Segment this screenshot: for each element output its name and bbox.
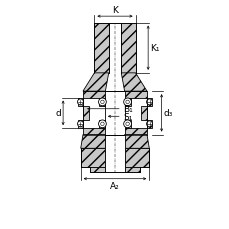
Polygon shape [146, 120, 151, 128]
Circle shape [100, 101, 104, 104]
Circle shape [125, 123, 129, 126]
Polygon shape [121, 74, 146, 92]
Polygon shape [124, 120, 131, 128]
Polygon shape [83, 129, 146, 135]
Circle shape [100, 123, 104, 126]
Text: K₁: K₁ [150, 44, 159, 53]
Polygon shape [83, 74, 108, 92]
Circle shape [98, 98, 106, 106]
Polygon shape [124, 98, 131, 106]
Polygon shape [90, 167, 105, 172]
Polygon shape [98, 120, 105, 128]
Polygon shape [124, 135, 149, 149]
Circle shape [77, 121, 83, 127]
Circle shape [123, 120, 131, 128]
Polygon shape [80, 149, 105, 167]
Polygon shape [124, 149, 149, 167]
Circle shape [125, 101, 129, 104]
Text: S₁: S₁ [123, 112, 132, 121]
Text: d₃: d₃ [163, 109, 172, 118]
Polygon shape [80, 135, 105, 149]
Polygon shape [98, 98, 105, 106]
Polygon shape [146, 98, 151, 106]
Circle shape [98, 120, 106, 128]
Polygon shape [83, 106, 89, 120]
Bar [105, 92, 124, 135]
Text: K: K [112, 6, 117, 15]
Polygon shape [83, 92, 146, 98]
Polygon shape [121, 23, 135, 74]
Text: B₁: B₁ [123, 105, 132, 114]
Circle shape [123, 98, 131, 106]
Text: A₂: A₂ [110, 181, 119, 190]
Circle shape [146, 99, 152, 105]
Polygon shape [78, 120, 83, 128]
Polygon shape [124, 167, 139, 172]
Circle shape [146, 121, 152, 127]
Bar [105, 135, 124, 172]
Polygon shape [78, 98, 83, 106]
Circle shape [77, 99, 83, 105]
Polygon shape [140, 106, 146, 120]
Polygon shape [94, 23, 108, 74]
Text: d: d [55, 109, 60, 118]
